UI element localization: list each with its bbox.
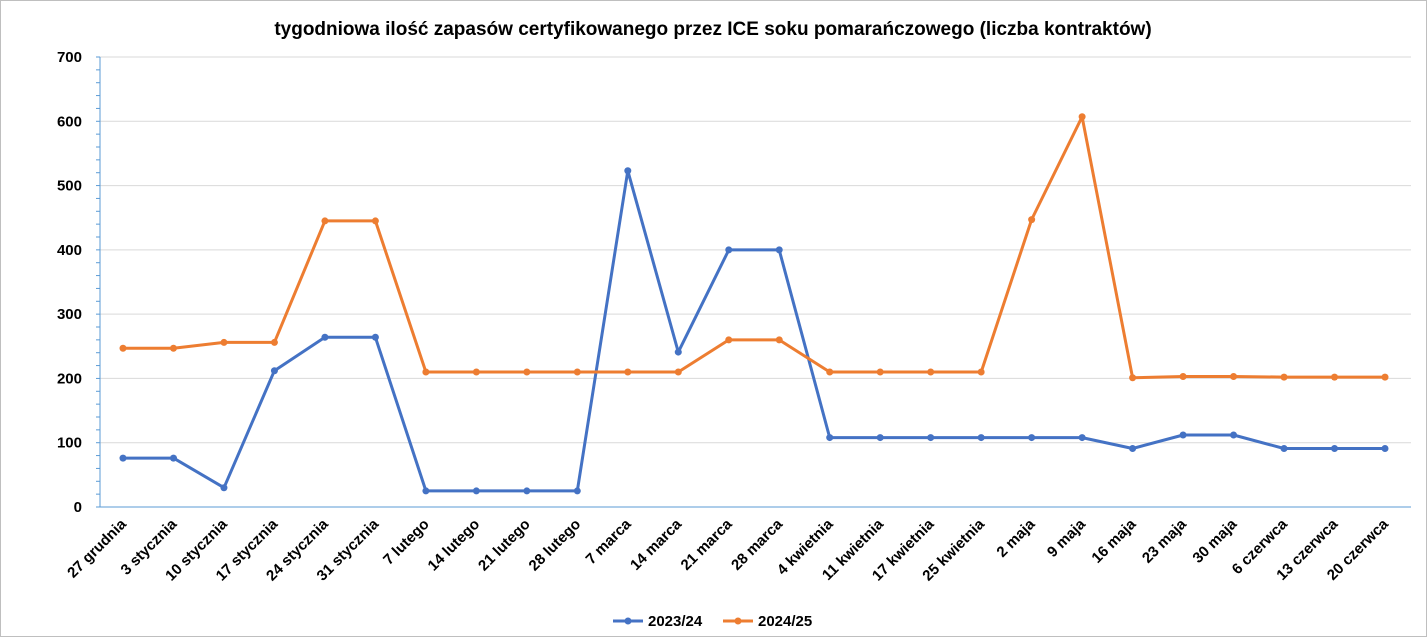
legend-marker	[624, 617, 632, 625]
data-point	[1280, 373, 1288, 381]
data-point	[270, 367, 278, 375]
data-point	[977, 434, 985, 442]
data-point	[674, 348, 682, 356]
data-point	[927, 368, 935, 376]
data-point	[1078, 434, 1086, 442]
data-point	[1381, 445, 1389, 452]
y-tick-label: 0	[74, 499, 82, 516]
data-point	[1129, 374, 1137, 382]
data-point	[1331, 373, 1339, 381]
data-point	[725, 246, 733, 254]
data-point	[119, 344, 127, 352]
data-point	[523, 487, 531, 495]
data-point	[1129, 445, 1137, 452]
x-tick-label: 21 lutego	[475, 516, 534, 575]
legend-marker	[734, 617, 742, 625]
data-point	[472, 368, 480, 376]
legend-entry: 2024/25	[723, 613, 812, 630]
data-point	[1230, 373, 1238, 380]
x-tick-label: 2 maja	[993, 515, 1039, 561]
data-point	[220, 484, 228, 492]
legend-label: 2024/25	[758, 613, 812, 630]
data-point	[422, 368, 430, 376]
y-tick-label: 700	[57, 49, 82, 66]
data-point	[371, 217, 379, 225]
data-point	[775, 246, 783, 254]
data-point	[321, 217, 329, 225]
data-point	[321, 333, 329, 341]
series	[119, 113, 1389, 495]
x-tick-label: 23 maja	[1139, 515, 1190, 566]
data-point	[220, 338, 228, 346]
series-line	[123, 169, 1385, 493]
data-point	[1028, 216, 1036, 224]
x-tick-label: 21 marca	[678, 515, 736, 573]
series-line	[123, 115, 1385, 380]
x-tick-label: 7 lutego	[380, 516, 433, 569]
data-point	[624, 368, 632, 376]
data-point	[775, 336, 783, 344]
x-tick-label: 7 marca	[583, 515, 636, 568]
series-1	[119, 113, 1389, 382]
legend: 2023/24 2024/25	[613, 613, 812, 630]
data-point	[1028, 434, 1036, 442]
data-point	[169, 454, 177, 462]
x-tick-label: 14 lutego	[425, 516, 484, 575]
x-tick-label: 9 maja	[1044, 515, 1090, 561]
data-point	[169, 344, 177, 352]
y-tick-labels: 0 100 200 300 400 500 600 700	[57, 49, 82, 516]
y-tick-label: 400	[57, 242, 82, 259]
grid	[100, 56, 1411, 444]
data-point	[270, 338, 278, 346]
x-tick-label: 30 maja	[1189, 515, 1240, 566]
data-point	[573, 487, 581, 495]
legend-label: 2023/24	[648, 613, 703, 630]
data-point	[826, 368, 834, 376]
data-point	[1280, 445, 1288, 452]
data-point	[876, 368, 884, 376]
y-tick-label: 100	[57, 435, 82, 452]
y-tick-label: 300	[57, 306, 82, 323]
y-tick-label: 200	[57, 370, 82, 387]
data-point	[1179, 373, 1187, 380]
data-point	[422, 487, 430, 495]
x-tick-label: 27 grudnia	[64, 515, 130, 581]
data-point	[472, 487, 480, 495]
data-point	[573, 368, 581, 376]
data-point	[523, 368, 531, 376]
data-point	[876, 434, 884, 442]
data-point	[826, 434, 834, 442]
data-point	[725, 336, 733, 344]
x-tick-label: 28 lutego	[526, 516, 585, 575]
data-point	[1230, 431, 1238, 439]
data-point	[1179, 431, 1187, 439]
y-tick-label: 600	[57, 113, 82, 130]
data-point	[1078, 113, 1086, 121]
legend-entry: 2023/24	[613, 613, 703, 630]
data-point	[624, 167, 632, 175]
x-tick-label: 14 marca	[627, 515, 685, 573]
series-0	[119, 167, 1389, 495]
data-point	[674, 368, 682, 376]
data-point	[371, 333, 379, 341]
x-tick-label: 16 maja	[1088, 515, 1139, 566]
data-point	[119, 454, 127, 462]
y-tick-label: 500	[57, 178, 82, 195]
axes	[96, 56, 1411, 508]
data-point	[1381, 373, 1389, 381]
chart-title: tygodniowa ilość zapasów certyfikowanego…	[274, 19, 1151, 40]
data-point	[1331, 445, 1339, 452]
data-point	[927, 434, 935, 442]
data-point	[977, 368, 985, 376]
